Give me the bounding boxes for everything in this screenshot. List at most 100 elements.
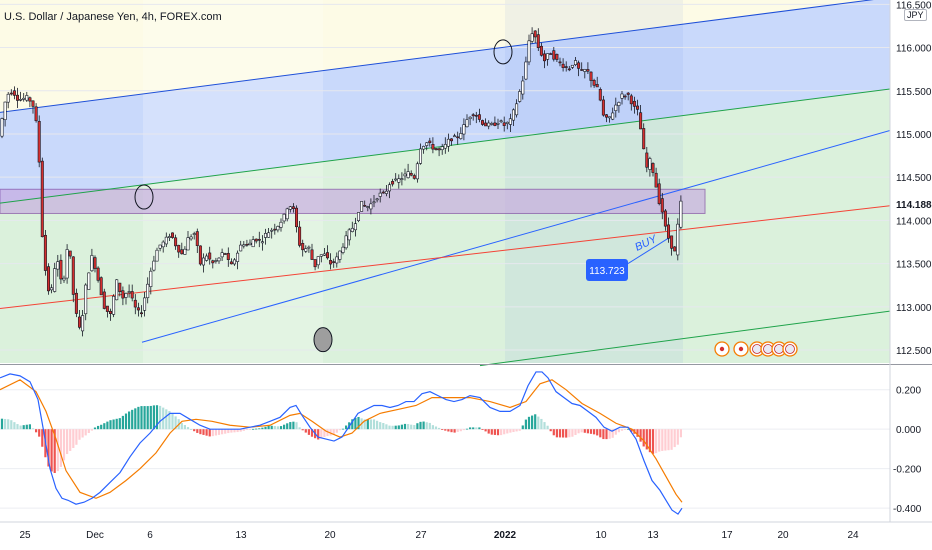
macd-histogram-bar: [354, 417, 357, 430]
macd-histogram-bar: [521, 425, 524, 430]
macd-histogram-bar: [62, 429, 66, 461]
macd-histogram-bar: [292, 421, 295, 430]
macd-histogram-bar: [279, 426, 283, 430]
macd-histogram-bar: [267, 425, 270, 430]
buy-arrow-line: [627, 235, 673, 265]
macd-histogram-bar: [670, 429, 673, 450]
candle-up: [425, 142, 429, 146]
macd-histogram-bar: [608, 429, 611, 439]
macd-histogram-bar: [651, 429, 655, 454]
candle-up: [530, 33, 534, 42]
macd-histogram-bar: [534, 414, 537, 430]
macd-histogram-bar: [568, 429, 571, 438]
candle-up: [350, 227, 354, 232]
candle-down: [229, 261, 233, 265]
macd-histogram-bar: [103, 423, 106, 430]
macd-histogram-bar: [509, 429, 512, 433]
macd-histogram-bar: [217, 429, 221, 435]
macd-histogram-bar: [673, 429, 676, 448]
time-tick-label: 20: [777, 530, 789, 541]
candle-down: [332, 261, 336, 263]
macd-histogram-bar: [552, 429, 555, 436]
candle-up: [192, 233, 196, 235]
candle-up: [236, 252, 240, 262]
price-tick-label: 113.000: [896, 303, 932, 314]
candle-up: [459, 133, 463, 139]
candle-up: [511, 109, 515, 121]
candle-up: [648, 158, 652, 170]
macd-histogram-bar: [636, 429, 639, 437]
candle-down: [477, 114, 481, 120]
time-tick-label: 20: [324, 530, 336, 541]
candle-down: [34, 106, 38, 122]
macd-histogram-bar: [286, 423, 289, 430]
candle-up: [505, 121, 509, 124]
macd-histogram-bar: [53, 429, 56, 473]
macd-histogram-bar: [87, 429, 90, 433]
macd-histogram-bar: [239, 429, 242, 432]
candle-up: [149, 270, 153, 287]
macd-histogram-bar: [186, 427, 190, 430]
macd-histogram-bar: [193, 429, 196, 432]
candle-down: [604, 114, 608, 118]
candle-up: [143, 297, 147, 311]
candle-up: [155, 249, 159, 262]
candle-down: [670, 235, 674, 249]
macd-histogram-bar: [121, 415, 124, 430]
candle-down: [257, 238, 261, 241]
macd-histogram-bar: [518, 429, 521, 431]
candle-down: [391, 181, 395, 185]
macd-histogram-bar: [230, 429, 233, 433]
candle-down: [595, 84, 599, 88]
price-tick-label: 114.000: [896, 216, 932, 227]
candle-up: [263, 233, 267, 238]
macd-histogram-bar: [624, 429, 627, 430]
candle-up: [573, 60, 577, 66]
candle-up: [356, 212, 360, 221]
buy-price-tag[interactable]: [586, 259, 628, 281]
candle-down: [660, 198, 664, 213]
band-blue: [0, 0, 890, 204]
candle-down: [329, 260, 333, 265]
macd-histogram-bar: [140, 406, 143, 430]
last-price-text: 114.188: [896, 200, 932, 211]
macd-histogram-bar: [270, 425, 273, 430]
flag-icon: [752, 344, 762, 354]
macd-histogram-bar: [273, 426, 276, 430]
macd-histogram-bar: [208, 429, 211, 437]
flag-icon: [763, 344, 773, 354]
candle-down: [294, 207, 298, 228]
candle-up: [372, 201, 376, 204]
candle-up: [81, 315, 85, 332]
candle-down: [449, 138, 453, 142]
candle-up: [679, 200, 683, 228]
candle-up: [676, 223, 680, 256]
macd-histogram-bar: [326, 429, 329, 437]
macd-histogram-bar: [283, 424, 286, 430]
candle-up: [319, 254, 323, 257]
candle-down: [592, 80, 596, 86]
candle-down: [412, 175, 416, 179]
candle-down: [68, 250, 72, 257]
time-tick-label: 13: [647, 530, 659, 541]
macd-histogram-bar: [450, 429, 453, 433]
candle-up: [422, 146, 426, 150]
candle-down: [93, 257, 97, 269]
macd-histogram-bar: [469, 427, 472, 430]
candle-up: [570, 64, 574, 68]
macd-histogram-bar: [447, 429, 450, 432]
macd-histogram-bar: [205, 429, 208, 436]
candle-up: [25, 95, 29, 101]
macd-histogram-bar: [434, 426, 438, 430]
macd-tick-label: -0.200: [893, 465, 922, 476]
candle-up: [164, 236, 168, 245]
candle-down: [539, 45, 543, 56]
macd-histogram-bar: [357, 416, 360, 430]
candle-up: [214, 260, 218, 262]
macd-histogram-bar: [664, 429, 667, 451]
macd-histogram-bar: [558, 429, 562, 438]
candle-down: [46, 266, 50, 292]
event-icons[interactable]: [714, 341, 798, 357]
macd-histogram-bar: [338, 429, 341, 431]
